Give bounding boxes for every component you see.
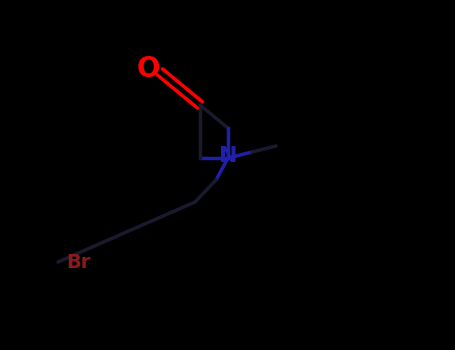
- Text: Br: Br: [66, 252, 91, 272]
- Text: O: O: [136, 55, 160, 83]
- Text: N: N: [219, 146, 237, 166]
